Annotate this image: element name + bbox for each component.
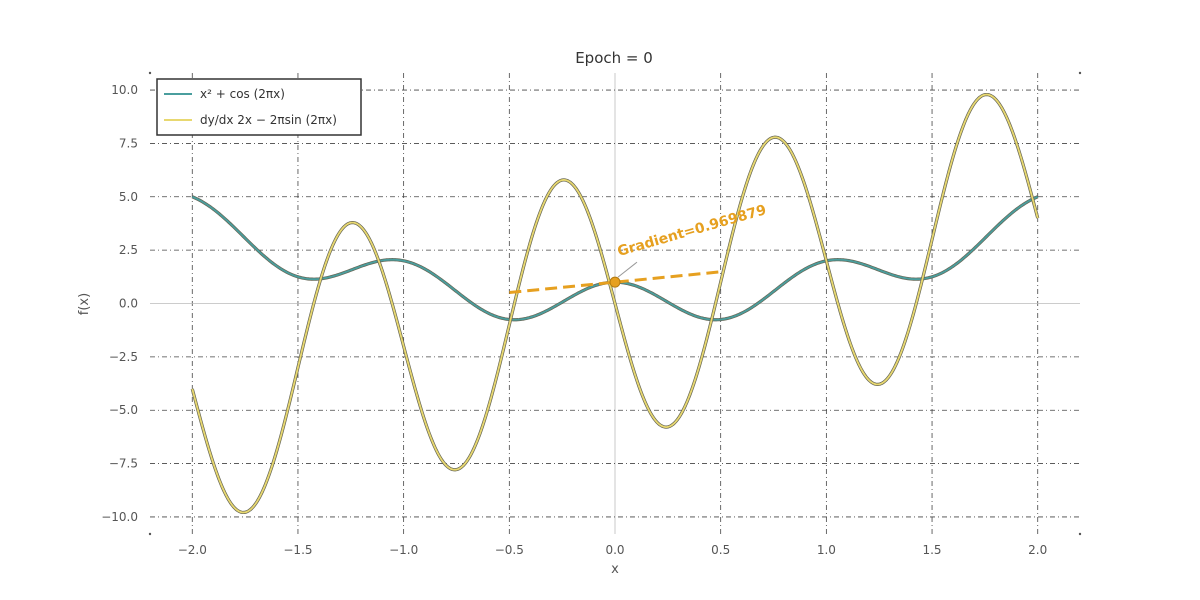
y-tick-label: −10.0 [101, 510, 138, 524]
y-tick-label: −5.0 [109, 403, 138, 417]
x-tick-label: 0.5 [711, 543, 730, 557]
legend-label-curve: x² + cos (2πx) [200, 87, 285, 101]
x-tick-label: −1.0 [389, 543, 418, 557]
axis-corners [148, 71, 1082, 536]
tangent-layer [509, 270, 721, 295]
tangent-point [609, 276, 621, 288]
y-tick-label: −7.5 [109, 457, 138, 471]
x-tick-label: −1.5 [283, 543, 312, 557]
x-tick-label: 0.0 [605, 543, 624, 557]
axis-corner-mark [148, 71, 152, 75]
y-tick-label: 0.0 [119, 297, 138, 311]
y-tick-label: −2.5 [109, 350, 138, 364]
y-tick-label: 5.0 [119, 190, 138, 204]
series-derivative-line [191, 93, 1039, 514]
y-tick-label: 10.0 [111, 83, 138, 97]
legend-box [156, 78, 362, 136]
legend: x² + cos (2πx) dy/dx 2x − 2πsin (2πx) [156, 78, 362, 136]
x-tick-label: −2.0 [178, 543, 207, 557]
y-axis-label: f(x) [77, 293, 92, 315]
tick-labels: −2.0 −1.5 −1.0 −0.5 0.0 0.5 1.0 1.5 2.0 10.0 7.5 5.… [101, 83, 1047, 557]
x-axis-label: x [611, 562, 619, 577]
axis-corner-mark [1078, 71, 1082, 75]
chart-title: Epoch = 0 [575, 49, 653, 67]
axis-corner-mark [1078, 532, 1082, 536]
x-tick-label: 1.0 [817, 543, 836, 557]
y-tick-label: 7.5 [119, 136, 138, 150]
x-tick-label: −0.5 [495, 543, 524, 557]
annotation-arrow [617, 261, 638, 278]
legend-label-derivative: dy/dx 2x − 2πsin (2πx) [200, 113, 337, 127]
x-tick-label: 2.0 [1028, 543, 1047, 557]
y-tick-label: 2.5 [119, 243, 138, 257]
axis-corner-mark [148, 532, 152, 536]
x-tick-label: 1.5 [922, 543, 941, 557]
